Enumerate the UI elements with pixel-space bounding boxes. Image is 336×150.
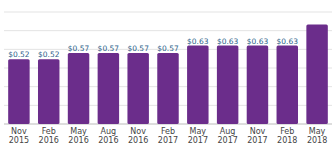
- x-tick-label: Aug2017: [217, 127, 237, 145]
- data-label: $0.63: [217, 37, 239, 46]
- data-label: $0.52: [8, 50, 30, 59]
- chart: $0.52 $0.52 $0.57 $0.57 $0.57 $0.57 $0.63 $0.63…: [0, 0, 336, 150]
- grid: [4, 12, 332, 124]
- x-axis: Nov2015 Feb2016 May2016 Aug2016 Nov2016 Feb20…: [9, 127, 328, 145]
- data-label: $0.63: [247, 37, 269, 46]
- bar: [217, 46, 238, 124]
- x-tick-label: Feb2018: [277, 127, 297, 145]
- bar: [127, 53, 148, 124]
- bar: [68, 53, 89, 124]
- grid-line: [4, 30, 332, 31]
- bar: [187, 46, 208, 124]
- data-label: $0.52: [38, 50, 60, 59]
- x-tick-label: May2018: [307, 127, 327, 145]
- x-tick-label: Nov2017: [247, 127, 267, 145]
- x-tick-label: Nov2015: [9, 127, 29, 145]
- grid-line: [4, 12, 332, 13]
- data-label: $0.57: [127, 44, 149, 53]
- data-label: $0.57: [157, 44, 179, 53]
- bar: [8, 59, 29, 124]
- bar: [157, 53, 178, 124]
- data-label: $0.63: [277, 37, 299, 46]
- data-label: $0.63: [187, 37, 209, 46]
- bar: [98, 53, 119, 124]
- bar: [38, 59, 59, 124]
- bars: [8, 24, 328, 124]
- x-tick-label: Feb2017: [158, 127, 178, 145]
- x-tick-label: May2017: [188, 127, 208, 145]
- x-tick-label: Aug2016: [98, 127, 118, 145]
- data-label: $0.57: [68, 44, 90, 53]
- data-labels: $0.52 $0.52 $0.57 $0.57 $0.57 $0.57 $0.63 $0.63…: [8, 37, 298, 60]
- x-tick-label: Nov2016: [128, 127, 148, 145]
- data-label: $0.57: [98, 44, 120, 53]
- bar: [277, 46, 298, 124]
- bar: [306, 24, 327, 124]
- bar: [247, 46, 268, 124]
- x-tick-label: Feb2016: [39, 127, 59, 145]
- x-tick-label: May2016: [68, 127, 88, 145]
